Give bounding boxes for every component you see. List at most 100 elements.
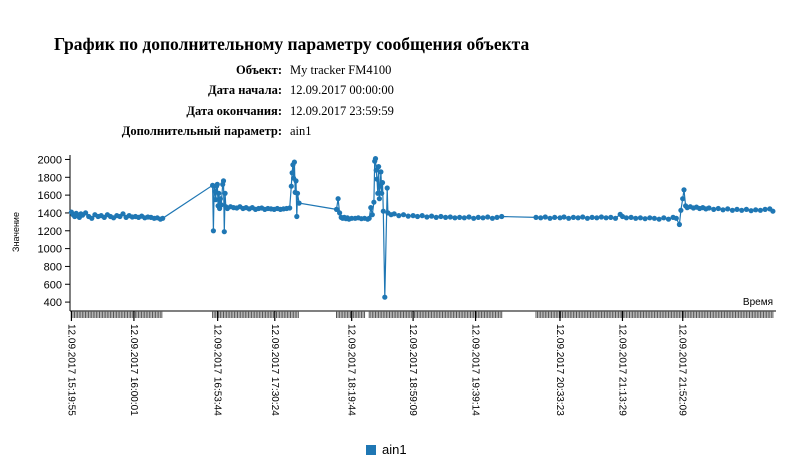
data-point bbox=[384, 185, 390, 191]
data-point bbox=[575, 215, 581, 221]
data-point bbox=[382, 294, 388, 300]
x-tick-label: 12.09.2017 20:33:23 bbox=[554, 324, 565, 416]
data-point bbox=[289, 170, 295, 176]
series-line-ain1 bbox=[70, 158, 774, 298]
data-point bbox=[288, 183, 294, 189]
meta-row-end: Дата окончания: 12.09.2017 23:59:59 bbox=[110, 101, 394, 122]
y-tick-label: 400 bbox=[44, 297, 62, 309]
data-point bbox=[748, 208, 754, 214]
data-point bbox=[628, 214, 634, 220]
data-point bbox=[706, 205, 712, 211]
data-point bbox=[566, 215, 572, 221]
data-point bbox=[210, 228, 216, 234]
data-point bbox=[371, 199, 377, 205]
data-point bbox=[584, 215, 591, 221]
y-tick-label: 1800 bbox=[38, 172, 62, 184]
data-point bbox=[375, 190, 381, 196]
data-point bbox=[538, 215, 544, 221]
report-title: График по дополнительному параметру сооб… bbox=[54, 34, 530, 54]
report-meta-table: Объект: My tracker FM4100 Дата начала: 1… bbox=[110, 60, 394, 142]
data-point bbox=[757, 207, 764, 213]
chart-legend: ain1 bbox=[366, 442, 407, 457]
data-point bbox=[739, 207, 745, 213]
x-tick-label: 12.09.2017 16:53:44 bbox=[212, 324, 223, 416]
data-point bbox=[366, 215, 372, 221]
y-tick-label: 1600 bbox=[38, 190, 62, 202]
x-tick-label: 12.09.2017 16:00:01 bbox=[128, 324, 139, 416]
data-point bbox=[466, 214, 472, 220]
meta-value-start: 12.09.2017 00:00:00 bbox=[290, 83, 394, 98]
data-point bbox=[376, 164, 382, 170]
data-point bbox=[396, 213, 402, 219]
meta-label-param: Дополнительный параметр: bbox=[121, 124, 282, 139]
x-tick-label: 12.09.2017 15:19:55 bbox=[65, 324, 76, 416]
data-point bbox=[335, 196, 341, 202]
data-point bbox=[485, 214, 491, 220]
data-point bbox=[414, 213, 421, 220]
data-point bbox=[612, 215, 619, 221]
data-point bbox=[594, 215, 600, 221]
meta-label-start: Дата начала: bbox=[208, 83, 282, 98]
meta-value-param: ain1 bbox=[290, 124, 312, 139]
data-point bbox=[293, 178, 299, 184]
data-point bbox=[642, 216, 648, 222]
data-point bbox=[222, 190, 228, 196]
data-point bbox=[120, 211, 126, 217]
data-point bbox=[410, 213, 416, 219]
meta-row-object: Объект: My tracker FM4100 bbox=[110, 60, 394, 81]
x-tick-label: 12.09.2017 21:52:09 bbox=[677, 324, 688, 416]
legend-label-ain1: ain1 bbox=[382, 442, 407, 457]
data-point bbox=[214, 181, 220, 187]
data-point bbox=[661, 215, 667, 221]
x-axis-label: Время bbox=[743, 297, 773, 308]
data-point bbox=[216, 190, 222, 196]
data-point bbox=[647, 215, 653, 221]
data-point bbox=[294, 190, 301, 196]
data-point bbox=[665, 216, 672, 222]
data-point bbox=[379, 190, 385, 196]
data-point bbox=[379, 180, 386, 186]
data-point bbox=[220, 178, 227, 184]
data-point bbox=[218, 202, 224, 208]
data-point bbox=[651, 215, 658, 221]
data-point bbox=[680, 196, 686, 202]
y-tick-label: 2000 bbox=[38, 154, 62, 166]
meta-row-param: Дополнительный параметр: ain1 bbox=[110, 122, 394, 143]
data-point bbox=[372, 156, 379, 162]
meta-value-end: 12.09.2017 23:59:59 bbox=[290, 103, 394, 118]
data-point bbox=[603, 215, 609, 221]
data-point bbox=[212, 188, 218, 195]
data-point bbox=[217, 196, 223, 202]
data-point bbox=[656, 216, 662, 222]
data-point bbox=[589, 214, 595, 220]
data-point bbox=[376, 196, 382, 202]
data-point bbox=[557, 215, 563, 221]
y-axis-label: Значение bbox=[11, 212, 21, 252]
data-point bbox=[296, 200, 302, 206]
data-point bbox=[570, 214, 577, 220]
data-point bbox=[542, 214, 548, 220]
data-point bbox=[673, 215, 679, 221]
data-point bbox=[725, 206, 731, 212]
x-tick-label: 12.09.2017 17:30:24 bbox=[269, 324, 280, 416]
data-point bbox=[729, 207, 736, 213]
data-point bbox=[489, 215, 495, 221]
data-point bbox=[368, 205, 374, 211]
y-tick-label: 800 bbox=[44, 261, 62, 273]
data-point bbox=[419, 213, 425, 219]
data-point bbox=[762, 206, 768, 212]
data-point bbox=[380, 208, 386, 214]
data-point bbox=[598, 214, 605, 220]
data-point bbox=[287, 205, 293, 211]
data-point bbox=[547, 215, 553, 221]
data-point bbox=[753, 207, 759, 213]
data-point bbox=[294, 213, 300, 220]
line-chart: 400 600 800 1000 1200 1400 1600 1800 2000 12.09.… bbox=[11, 154, 776, 416]
data-point bbox=[405, 213, 411, 219]
data-point bbox=[561, 214, 567, 220]
data-point bbox=[160, 215, 166, 221]
data-point bbox=[580, 214, 586, 220]
meta-row-start: Дата начала: 12.09.2017 00:00:00 bbox=[110, 81, 394, 102]
y-tick-label: 1400 bbox=[38, 208, 62, 220]
data-point bbox=[433, 214, 439, 220]
